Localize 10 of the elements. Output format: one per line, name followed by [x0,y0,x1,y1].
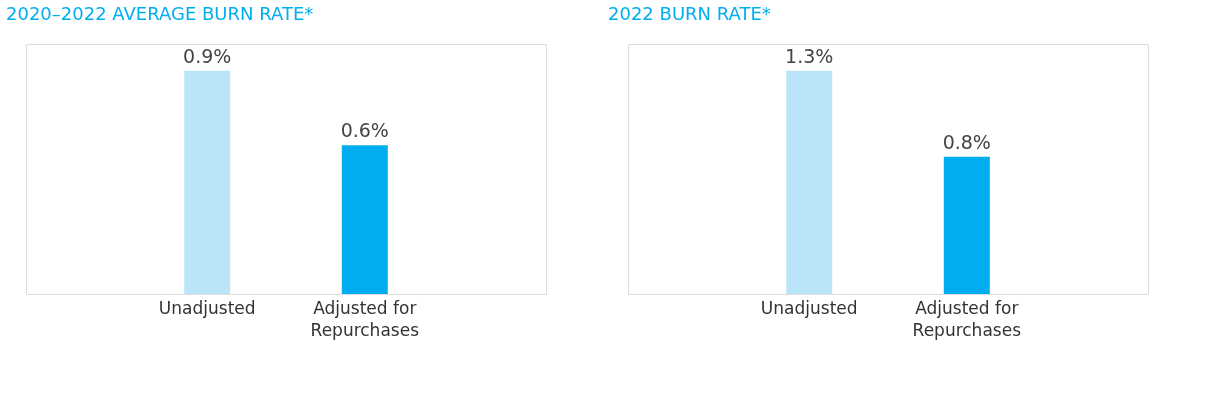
chart-title: 2022 BURN RATE* [608,3,771,24]
data-label: 1.3% [785,44,834,67]
x-tick-label: Adjusted for Repurchases [912,297,1022,340]
data-label: 0.9% [183,44,232,67]
data-label: 0.6% [340,119,389,142]
chart-title: 2020–2022 AVERAGE BURN RATE* [6,3,314,24]
x-tick-label: Unadjusted [158,297,256,318]
data-label: 0.8% [942,130,991,153]
x-tick-label: Unadjusted [760,297,858,318]
x-tick-label: Adjusted for Repurchases [310,297,420,340]
